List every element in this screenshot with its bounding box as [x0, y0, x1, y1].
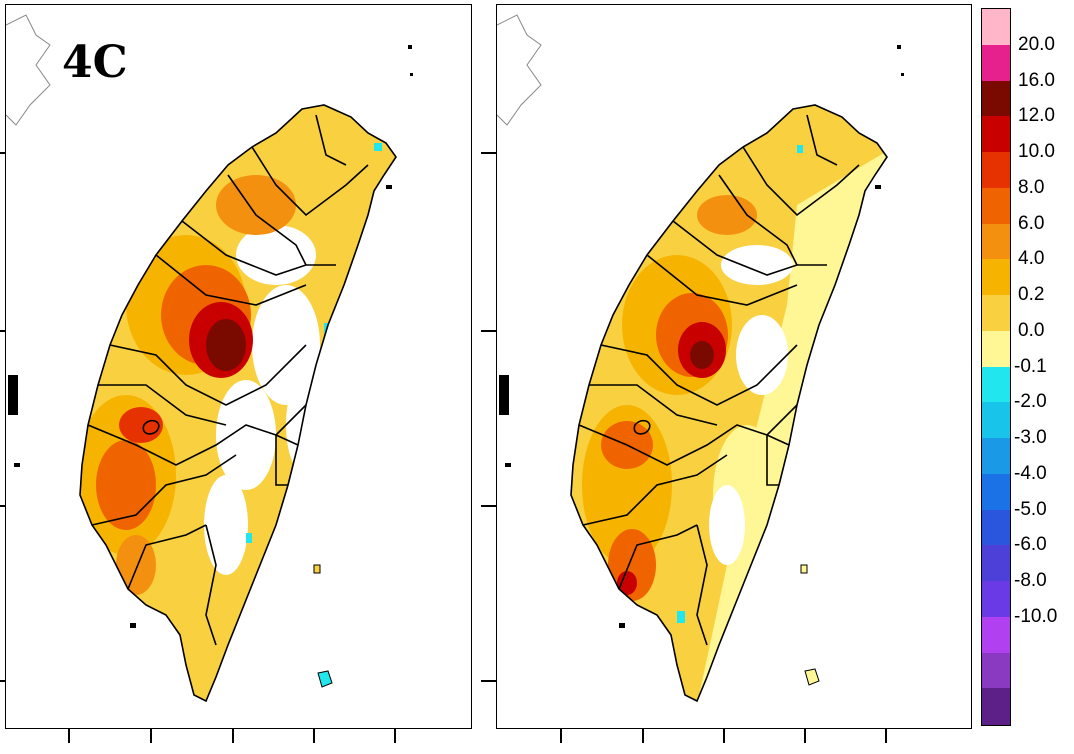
taiwan-map-left — [6, 14, 413, 703]
y-tick — [0, 680, 5, 682]
colorbar-label: -8.0 — [1014, 570, 1047, 591]
x-tick — [560, 729, 562, 743]
x-tick — [68, 729, 70, 743]
colorbar-swatch — [982, 438, 1010, 475]
y-tick — [481, 680, 496, 682]
panel-label: 4C — [62, 37, 128, 88]
colorbar-label: 12.0 — [1018, 105, 1055, 127]
colorbar-swatch — [982, 545, 1010, 582]
x-tick — [804, 729, 806, 743]
y-tick — [481, 330, 496, 332]
x-tick — [150, 729, 152, 743]
colorbar-swatch — [982, 223, 1010, 260]
colorbar-swatch — [982, 330, 1010, 368]
colorbar-swatch — [982, 9, 1010, 46]
colorbar-swatch — [982, 44, 1010, 82]
colorbar-swatch — [982, 652, 1010, 689]
y-tick — [481, 152, 496, 154]
colorbar-label: 10.0 — [1018, 141, 1055, 162]
colorbar-swatch — [982, 616, 1010, 654]
colorbar-label: -10.0 — [1014, 605, 1058, 627]
colorbar-label: 0.2 — [1018, 284, 1045, 305]
colorbar-swatch — [982, 116, 1010, 153]
x-tick — [885, 729, 887, 743]
y-tick — [0, 152, 5, 154]
colorbar-label: 0.0 — [1018, 319, 1045, 341]
map-panel-left: 4C — [5, 4, 472, 729]
colorbar-swatch — [982, 80, 1010, 117]
colorbar-label: 8.0 — [1018, 176, 1045, 198]
colorbar-swatch — [982, 366, 1010, 403]
colorbar-swatch — [982, 402, 1010, 439]
colorbar-label: -2.0 — [1014, 391, 1047, 413]
y-tick — [0, 505, 5, 507]
colorbar-label: -3.0 — [1014, 427, 1047, 448]
colorbar-label: 6.0 — [1018, 212, 1045, 234]
colorbar-label: -6.0 — [1014, 534, 1047, 556]
map-panel-right — [496, 4, 972, 729]
x-tick — [394, 729, 396, 743]
colorbar-swatch — [982, 509, 1010, 546]
colorbar-swatch — [982, 152, 1010, 189]
colorbar-swatch — [982, 581, 1010, 618]
colorbar-swatch — [982, 688, 1010, 725]
colorbar-label: 20.0 — [1018, 33, 1055, 55]
colorbar-label: -4.0 — [1014, 462, 1047, 484]
colorbar — [981, 8, 1011, 726]
x-tick — [642, 729, 644, 743]
colorbar-swatch — [982, 259, 1010, 296]
colorbar-label: 4.0 — [1018, 248, 1045, 270]
colorbar-label: -0.1 — [1014, 355, 1047, 377]
colorbar-swatch — [982, 295, 1010, 332]
y-tick — [481, 505, 496, 507]
x-tick — [723, 729, 725, 743]
x-tick — [232, 729, 234, 743]
colorbar-label: 16.0 — [1018, 69, 1055, 91]
colorbar-label: -5.0 — [1014, 498, 1047, 520]
colorbar-swatch — [982, 187, 1010, 225]
y-tick — [0, 330, 5, 332]
x-tick — [313, 729, 315, 743]
taiwan-map-right — [497, 14, 904, 703]
colorbar-swatch — [982, 473, 1010, 511]
